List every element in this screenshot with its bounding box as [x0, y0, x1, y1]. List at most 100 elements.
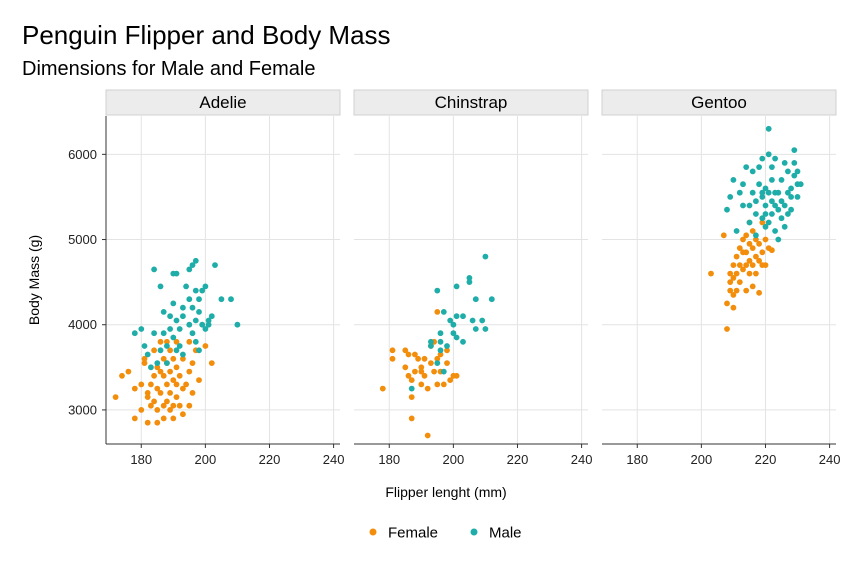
- data-point: [437, 338, 444, 345]
- data-point: [196, 309, 202, 315]
- data-point: [781, 202, 788, 209]
- data-point: [440, 381, 447, 388]
- data-point: [756, 164, 762, 171]
- data-point: [196, 296, 202, 303]
- y-tick-label: 6000: [68, 147, 97, 162]
- data-point: [440, 368, 447, 375]
- data-point: [740, 266, 746, 273]
- legend-swatch: [369, 528, 377, 536]
- data-point: [202, 326, 209, 332]
- data-point: [408, 385, 415, 392]
- data-point: [447, 317, 454, 324]
- data-point: [160, 372, 167, 379]
- data-point: [727, 270, 734, 277]
- x-tick-label: 180: [378, 452, 400, 467]
- data-point: [180, 304, 186, 311]
- data-point: [167, 407, 174, 413]
- data-point: [199, 321, 206, 328]
- data-point: [740, 202, 746, 209]
- data-point: [431, 368, 437, 375]
- data-point: [781, 160, 788, 166]
- data-point: [746, 219, 753, 226]
- data-point: [785, 189, 791, 196]
- data-point: [788, 206, 794, 213]
- data-point: [788, 194, 794, 200]
- data-point: [196, 347, 202, 354]
- data-point: [444, 343, 450, 349]
- data-point: [791, 147, 798, 154]
- data-point: [797, 181, 804, 188]
- data-point: [743, 262, 750, 268]
- data-point: [753, 253, 759, 260]
- data-point: [173, 364, 180, 371]
- data-point: [444, 360, 450, 366]
- data-point: [144, 390, 151, 396]
- data-point: [151, 372, 158, 379]
- data-point: [466, 279, 473, 285]
- data-point: [749, 189, 756, 196]
- data-point: [402, 364, 409, 371]
- x-tick-label: 220: [507, 452, 529, 467]
- data-point: [756, 289, 762, 296]
- data-point: [412, 351, 418, 358]
- data-point: [762, 236, 769, 243]
- data-point: [765, 219, 772, 226]
- data-point: [778, 177, 785, 183]
- data-point: [434, 309, 441, 315]
- data-point: [154, 364, 161, 371]
- data-point: [769, 247, 775, 254]
- data-point: [444, 347, 450, 354]
- data-point: [192, 338, 199, 345]
- series-female: [379, 309, 460, 439]
- chart-subtitle: Dimensions for Male and Female: [22, 58, 315, 80]
- data-point: [749, 262, 756, 268]
- data-point: [482, 253, 489, 260]
- data-point: [736, 245, 743, 252]
- data-point: [720, 232, 727, 239]
- data-point: [727, 279, 734, 285]
- data-point: [775, 236, 782, 243]
- data-point: [112, 394, 119, 400]
- facet-strip: [353, 89, 589, 116]
- data-point: [769, 164, 775, 171]
- data-point: [157, 368, 164, 375]
- data-point: [157, 338, 164, 345]
- data-point: [157, 390, 164, 396]
- data-point: [418, 381, 425, 388]
- data-point: [765, 189, 772, 196]
- data-point: [173, 381, 180, 388]
- data-point: [196, 377, 202, 383]
- data-point: [788, 185, 794, 192]
- data-point: [180, 313, 186, 320]
- data-point: [160, 355, 167, 362]
- data-point: [772, 155, 778, 162]
- data-point: [765, 125, 772, 132]
- data-point: [759, 194, 766, 200]
- data-point: [746, 202, 753, 209]
- facet-strip: [105, 89, 341, 116]
- data-point: [778, 215, 785, 222]
- data-point: [154, 385, 161, 392]
- data-point: [749, 245, 756, 252]
- data-point: [736, 189, 743, 196]
- data-point: [794, 168, 801, 175]
- legend-item-female: Female: [369, 525, 438, 542]
- data-point: [186, 296, 193, 303]
- data-point: [749, 168, 756, 175]
- data-point: [234, 321, 241, 328]
- data-point: [189, 390, 196, 396]
- data-point: [733, 253, 740, 260]
- y-tick-label: 4000: [68, 317, 97, 332]
- data-point: [753, 211, 759, 217]
- x-tick-label: 240: [571, 452, 593, 467]
- data-point: [148, 381, 154, 388]
- data-point: [756, 181, 762, 188]
- data-point: [160, 402, 167, 409]
- data-point: [794, 194, 801, 200]
- data-point: [157, 347, 164, 354]
- data-point: [724, 206, 730, 213]
- data-point: [762, 202, 769, 209]
- x-tick-label: 220: [259, 452, 281, 467]
- data-point: [469, 317, 476, 324]
- data-point: [205, 321, 212, 328]
